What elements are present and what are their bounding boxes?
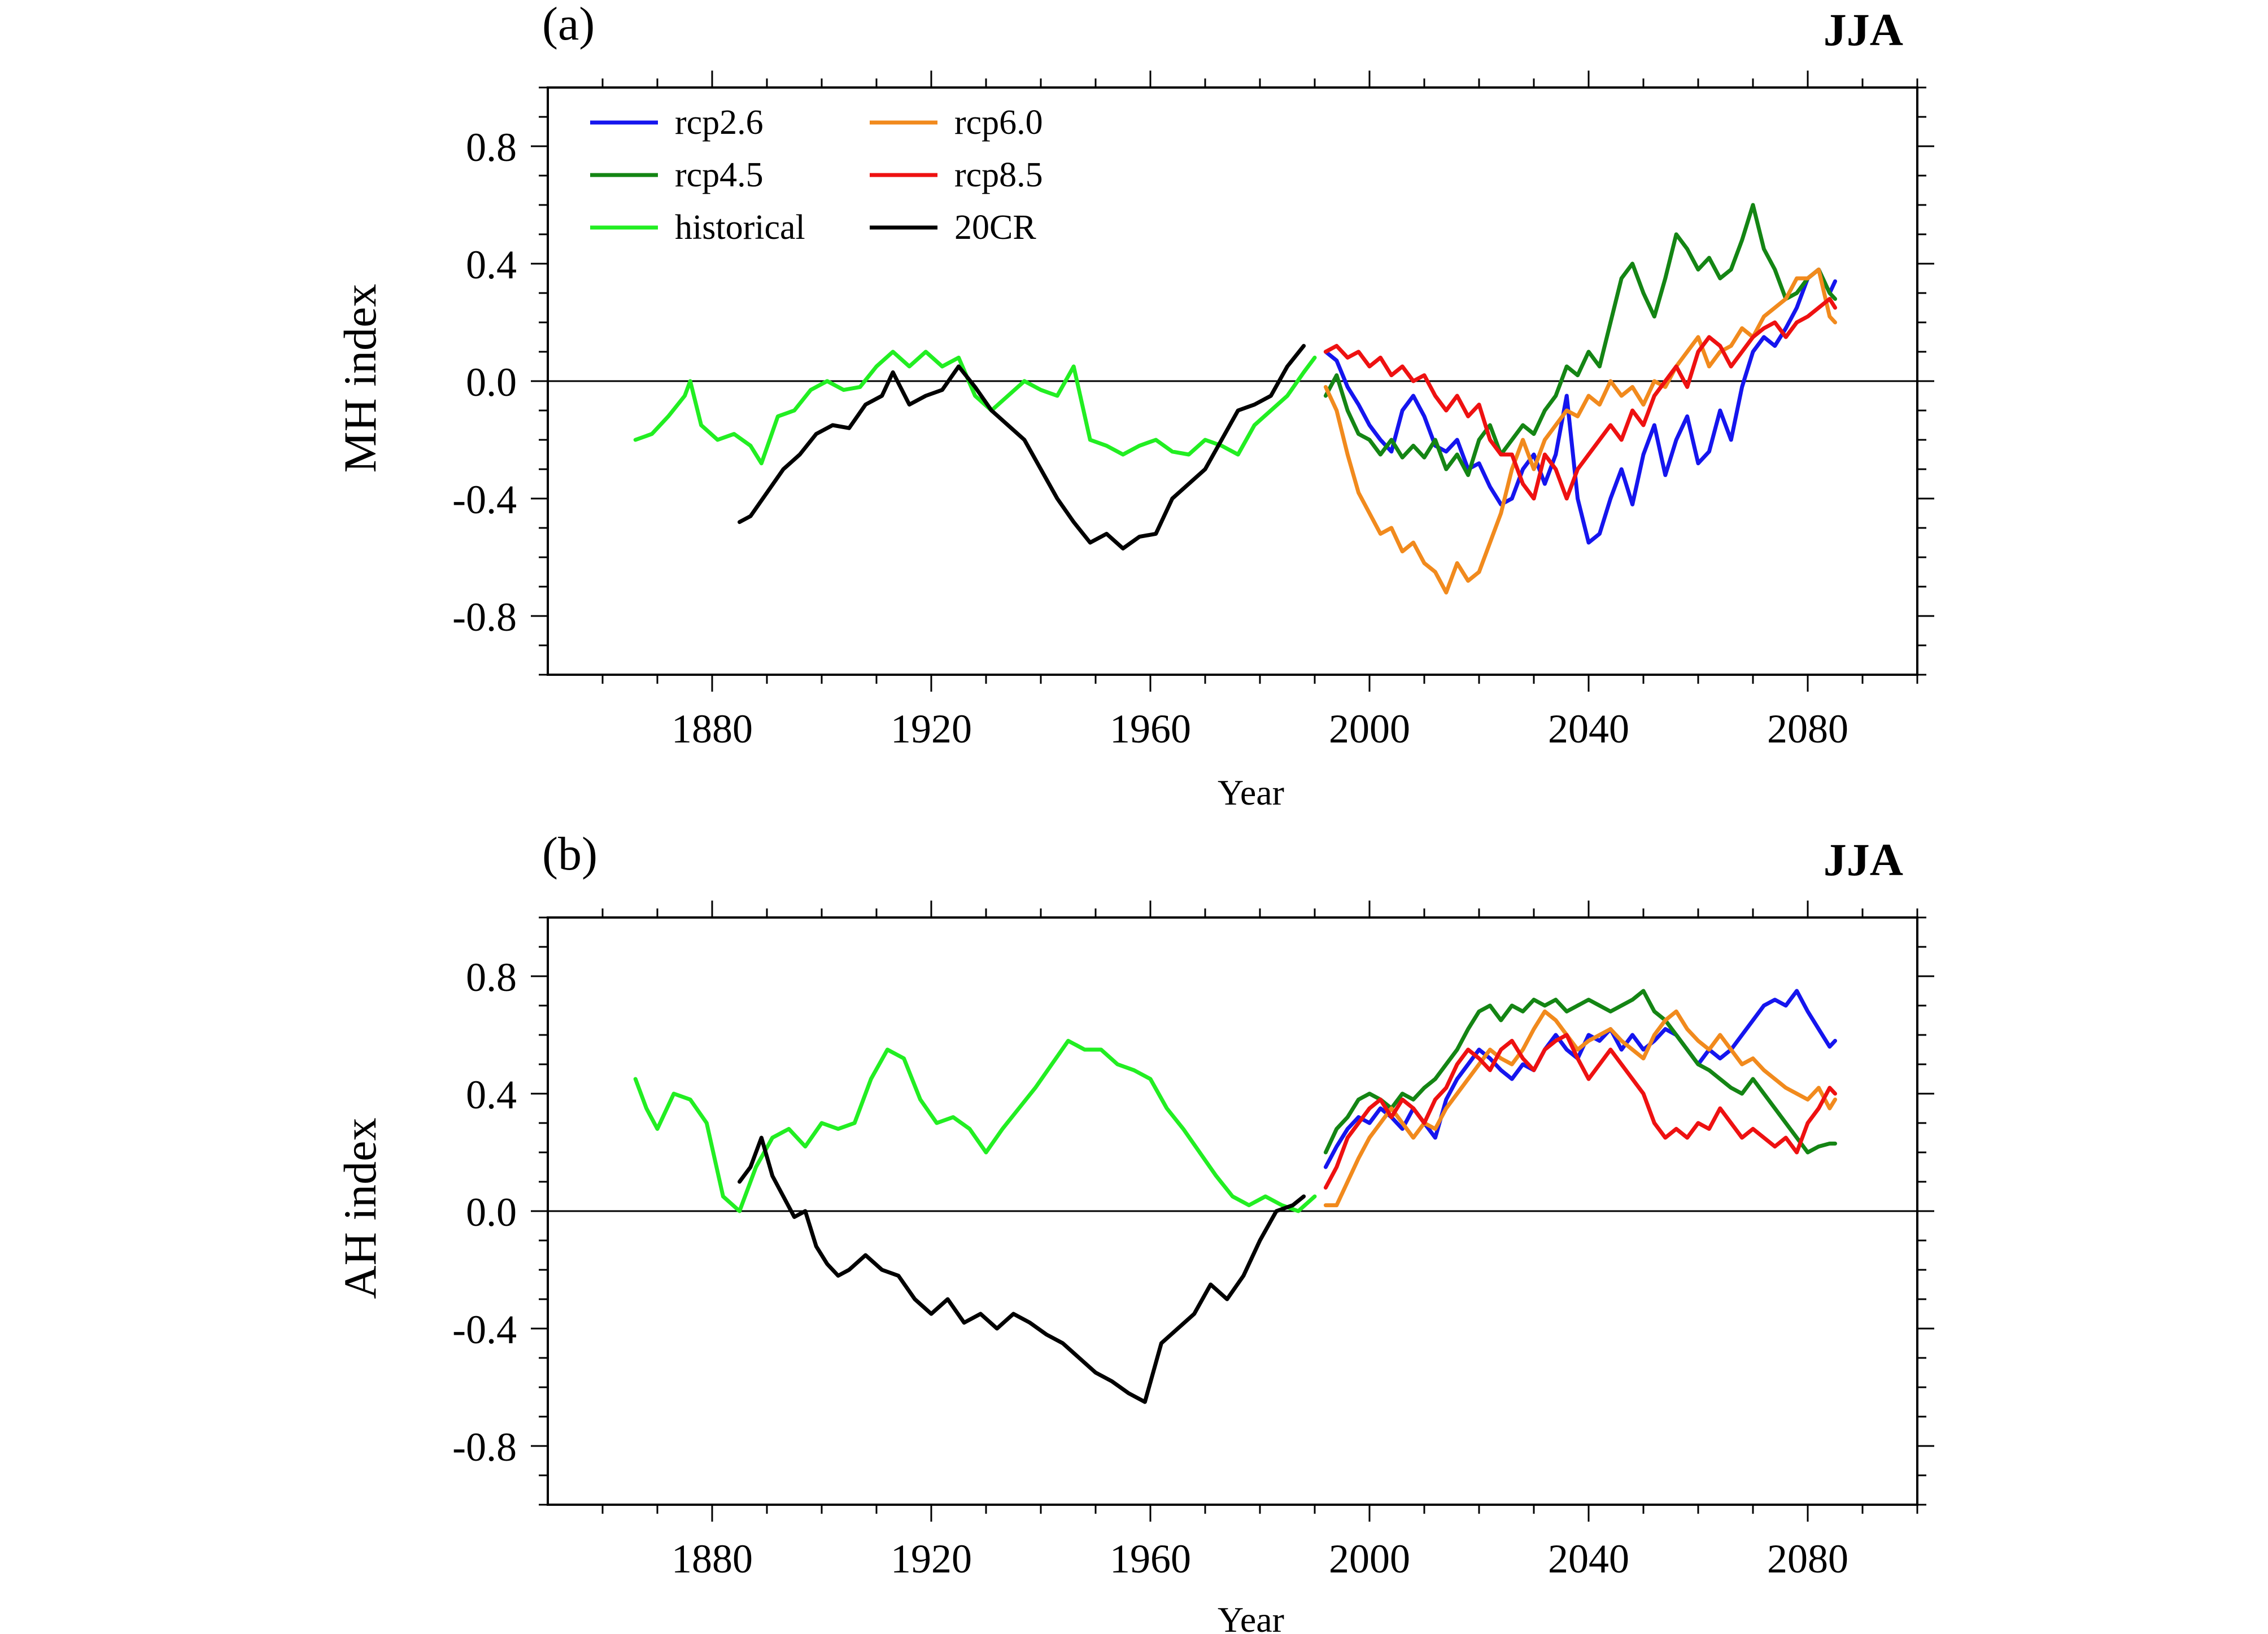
panel-b-label: (b) xyxy=(542,828,597,880)
panel-b-plot-frame xyxy=(547,916,1918,1506)
panel-b-x-tick-label: 1960 xyxy=(1110,1536,1191,1581)
legend-label-rcp4-5: rcp4.5 xyxy=(675,156,764,194)
panel-a: (a) JJA MH index Year 1880 1920 1960 2000 20… xyxy=(334,0,1934,812)
panel-a-season: JJA xyxy=(1824,4,1903,55)
panel-b-series-group xyxy=(633,989,1837,1404)
panel-a-y-tick-label: -0.4 xyxy=(452,477,517,522)
panel-b-series-rcp4-5 xyxy=(1323,989,1837,1155)
panel-b-y-tick-label: 0.8 xyxy=(466,955,517,1000)
panel-b-series-historical xyxy=(633,1038,1317,1213)
panel-a-y-tick-label: 0.8 xyxy=(466,125,517,170)
panel-b-x-tick-label: 2000 xyxy=(1329,1536,1410,1581)
panel-b-x-tick-label: 1920 xyxy=(891,1536,972,1581)
legend-label-historical: historical xyxy=(675,208,805,247)
panel-b-x-tick-label: 2040 xyxy=(1548,1536,1629,1581)
legend-label-rcp8-5: rcp8.5 xyxy=(954,156,1043,194)
panel-b-season: JJA xyxy=(1824,834,1903,885)
panel-a-x-tick-label: 2000 xyxy=(1329,706,1410,752)
panel-a-series-rcp8-5 xyxy=(1323,296,1837,501)
panel-b-y-tick-label: -0.4 xyxy=(452,1307,517,1352)
panel-a-x-tick-label: 1880 xyxy=(671,706,753,752)
panel-b-series-20cr xyxy=(738,1135,1306,1404)
panel-a-x-tick-label: 1920 xyxy=(891,706,972,752)
panel-a-tick-labels: 1880 1920 1960 2000 2040 2080 -0.8 -0.4 0.0 0.4 0.… xyxy=(452,125,1848,752)
panel-b-tick-labels: 1880 1920 1960 2000 2040 2080 -0.8 -0.4 0.0 0.4 0.… xyxy=(452,955,1848,1581)
panel-b: (b) JJA AH index Year 1880 1920 1960 2000 20… xyxy=(334,828,1934,1634)
legend-label-20cr: 20CR xyxy=(954,208,1036,247)
panel-a-y-tick-label: 0.4 xyxy=(466,242,517,287)
panel-b-y-tick-label: 0.0 xyxy=(466,1190,517,1235)
panel-a-y-tick-label: -0.8 xyxy=(452,595,517,640)
panel-b-y-tick-label: -0.8 xyxy=(452,1425,517,1470)
panel-a-series-20cr xyxy=(738,344,1306,551)
panel-a-x-tick-label: 2040 xyxy=(1548,706,1629,752)
panel-b-x-axis-label: Year xyxy=(1218,1600,1284,1634)
panel-a-label: (a) xyxy=(542,0,595,50)
panel-a-ticks xyxy=(531,71,1934,692)
panel-a-y-tick-label: 0.0 xyxy=(466,360,517,405)
panel-b-series-rcp6-0 xyxy=(1323,1009,1837,1208)
panel-b-y-axis-label: AH index xyxy=(334,1117,386,1299)
panel-b-x-tick-label: 1880 xyxy=(671,1536,753,1581)
panel-a-series-rcp4-5 xyxy=(1323,203,1837,477)
panel-a-series-rcp2-6 xyxy=(1323,267,1837,545)
panel-b-y-tick-label: 0.4 xyxy=(466,1072,517,1117)
panel-a-plot-frame xyxy=(547,86,1918,676)
panel-a-x-tick-label: 1960 xyxy=(1110,706,1191,752)
panel-a-x-tick-label: 2080 xyxy=(1767,706,1848,752)
panel-b-series-rcp8-5 xyxy=(1323,1033,1837,1190)
panel-a-x-axis-label: Year xyxy=(1218,772,1284,812)
panel-a-y-axis-label: MH index xyxy=(334,284,386,473)
panel-a-legend: rcp2.6 rcp6.0 rcp4.5 rcp8.5 historical 20CR xyxy=(590,103,1043,247)
panel-b-ticks xyxy=(531,901,1934,1522)
legend-label-rcp6-0: rcp6.0 xyxy=(954,103,1043,142)
panel-b-x-tick-label: 2080 xyxy=(1767,1536,1848,1581)
legend-label-rcp2-6: rcp2.6 xyxy=(675,103,764,142)
panel-a-series-group xyxy=(633,203,1837,595)
